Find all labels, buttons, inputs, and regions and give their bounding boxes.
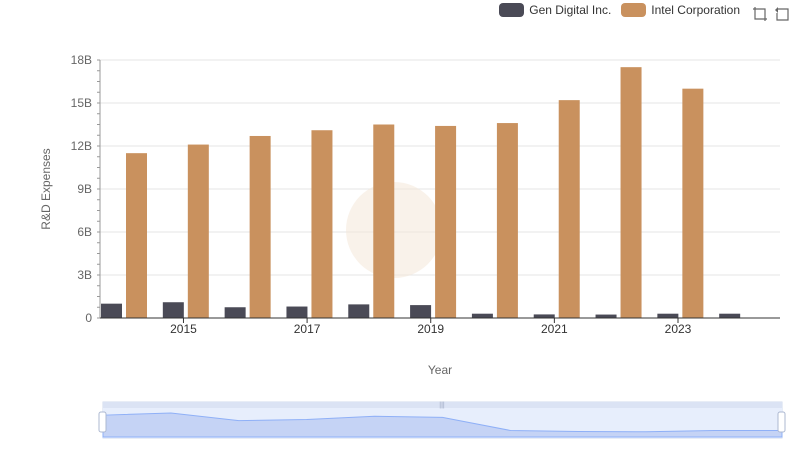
bar-gen-digital-2018[interactable]	[348, 304, 370, 318]
x-tick-label: 2017	[294, 322, 321, 336]
bar-gen-digital-2016[interactable]	[224, 307, 246, 318]
bar-intel-2023[interactable]	[682, 88, 704, 319]
legend-label: Gen Digital Inc.	[529, 3, 612, 17]
bar-gen-digital-2023[interactable]	[657, 313, 679, 318]
y-tick-label: 0	[85, 311, 92, 325]
slider-handle-right[interactable]	[777, 411, 786, 433]
bar-gen-digital-2020[interactable]	[471, 313, 493, 318]
bar-intel-2019[interactable]	[435, 125, 457, 318]
x-tick-label: 2021	[541, 322, 568, 336]
x-axis-title: Year	[428, 363, 452, 377]
x-tick-label: 2019	[417, 322, 444, 336]
bar-intel-2022[interactable]	[620, 67, 642, 319]
legend-item-intel[interactable]: Intel Corporation	[621, 3, 740, 17]
bar-intel-2020[interactable]	[496, 123, 518, 318]
y-tick-label: 9B	[77, 182, 92, 196]
bar-intel-2017[interactable]	[311, 130, 333, 318]
zoom-reset-icon[interactable]	[774, 6, 790, 22]
x-axis: 2015 2017 2019 2021 2023	[100, 317, 780, 336]
bar-intel-2016[interactable]	[249, 135, 271, 318]
y-tick-label: 6B	[77, 225, 92, 239]
legend: Gen Digital Inc. Intel Corporation	[499, 3, 740, 17]
y-tick-label: 3B	[77, 268, 92, 282]
bar-gen-digital-2019[interactable]	[410, 305, 432, 318]
legend-swatch	[499, 3, 525, 17]
bars	[101, 67, 741, 319]
bar-gen-digital-2014[interactable]	[101, 303, 122, 318]
bar-intel-2021[interactable]	[558, 100, 580, 318]
y-tick-label: 15B	[71, 96, 92, 110]
data-zoom-slider[interactable]: |||	[98, 401, 786, 439]
bar-gen-digital-2017[interactable]	[286, 306, 308, 318]
slider-data-area	[102, 412, 783, 438]
bar-gen-digital-2021[interactable]	[533, 314, 555, 318]
bar-gen-digital-2015[interactable]	[162, 302, 184, 318]
legend-label: Intel Corporation	[651, 3, 740, 17]
y-tick-label: 18B	[71, 53, 92, 67]
slider-grip-icon[interactable]: |||	[439, 402, 445, 409]
y-axis: 0 3B 6B 9B 12B 15B 18B	[71, 53, 101, 325]
y-axis-title: R&D Expenses	[39, 148, 53, 229]
bar-intel-2018[interactable]	[373, 124, 395, 319]
bar-intel-2014[interactable]	[126, 153, 147, 318]
slider-handle-left[interactable]	[98, 411, 107, 433]
x-tick-label: 2023	[665, 322, 692, 336]
bar-gen-digital-2022[interactable]	[595, 314, 617, 318]
legend-item-gen-digital[interactable]: Gen Digital Inc.	[499, 3, 611, 17]
x-tick-label: 2015	[170, 322, 197, 336]
legend-swatch	[621, 3, 647, 17]
toolbox	[752, 6, 790, 22]
slider-top-bar[interactable]	[103, 402, 782, 408]
y-tick-label: 12B	[71, 139, 92, 153]
zoom-icon[interactable]	[752, 6, 768, 22]
bar-gen-digital-2024[interactable]	[719, 313, 741, 318]
bar-intel-2015[interactable]	[187, 144, 209, 318]
